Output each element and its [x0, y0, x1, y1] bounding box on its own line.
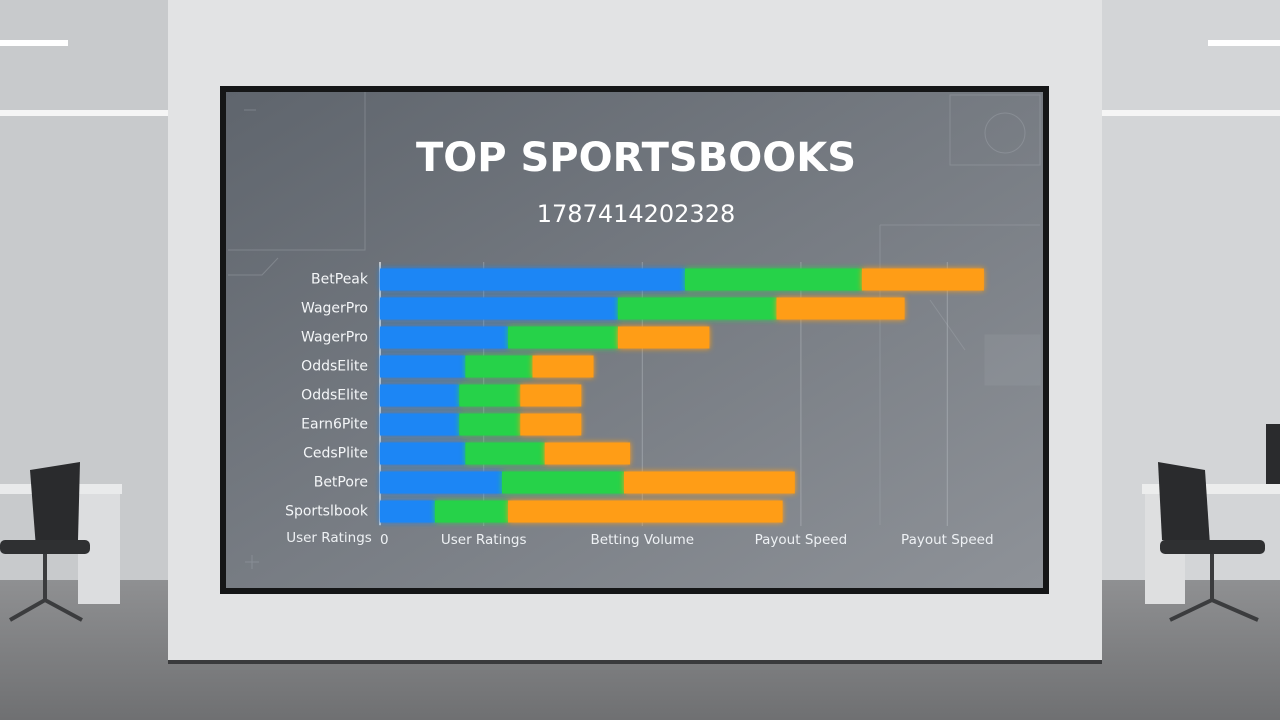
x-tick-label: 0 — [380, 532, 389, 548]
desk — [1142, 484, 1280, 494]
y-tick-label: WagerPro — [301, 301, 368, 317]
bar-segment — [380, 268, 685, 291]
x-tick-label: Payout Speed — [901, 532, 994, 548]
bar-segment — [380, 384, 460, 407]
bar-segment — [459, 384, 521, 407]
y-tick-label: OddsElite — [301, 388, 368, 404]
bar-segment — [508, 500, 783, 523]
bar-segment — [685, 268, 862, 291]
bar-segment — [380, 326, 509, 349]
bar-segment — [544, 442, 631, 465]
y-tick-label: BetPore — [314, 475, 368, 491]
bar-segment — [434, 500, 509, 523]
chair-seat — [1160, 540, 1265, 554]
bar-segment — [617, 297, 777, 320]
chair — [30, 462, 80, 548]
chart-subtitle: 1787414202328 — [537, 200, 736, 228]
bar-segment — [520, 384, 582, 407]
bar-segment — [380, 297, 618, 320]
bar-segment — [465, 442, 545, 465]
bar-segment — [520, 413, 582, 436]
bar-segment — [532, 355, 594, 378]
bar-segment — [459, 413, 521, 436]
chart-title: TOP SPORTSBOOKS — [416, 135, 856, 181]
y-tick-label: Sportslbook — [285, 504, 369, 520]
bar-segment — [617, 326, 710, 349]
x-tick-label: Betting Volume — [591, 532, 695, 548]
ceiling-light — [0, 40, 68, 46]
wall-base — [168, 660, 1102, 664]
bar-segment — [380, 355, 466, 378]
chair-base — [1169, 554, 1259, 622]
plot: 0 User Ratings Betting Volume Payout Speed P… — [285, 262, 994, 548]
y-tick-label: Earn6Pite — [301, 417, 368, 433]
bar-segment — [465, 355, 533, 378]
ceiling-light — [0, 110, 168, 116]
y-tick-label: OddsElite — [301, 359, 368, 375]
screen-decoration — [228, 92, 1041, 569]
x-tick-label: User Ratings — [441, 532, 527, 548]
bar-segment — [502, 471, 624, 494]
ceiling-light — [1208, 40, 1280, 46]
bar-segment — [380, 471, 502, 494]
bar-segment — [380, 442, 466, 465]
x-tick-label: Payout Speed — [755, 532, 848, 548]
chair-seat — [0, 540, 90, 554]
x-axis-label: User Ratings — [286, 530, 372, 546]
bar-segment — [776, 297, 905, 320]
bar-segment — [380, 500, 435, 523]
bar-segment — [380, 413, 460, 436]
y-tick-label: BetPeak — [311, 272, 369, 288]
y-tick-label: CedsPlite — [303, 446, 368, 462]
bar-segment — [624, 471, 795, 494]
bar-segment — [861, 268, 984, 291]
y-tick-label: WagerPro — [301, 330, 368, 346]
bar-segment — [508, 326, 618, 349]
chair-base — [9, 554, 83, 622]
ceiling-light — [1102, 110, 1280, 116]
chair — [1158, 462, 1210, 545]
monitor — [1266, 424, 1280, 484]
